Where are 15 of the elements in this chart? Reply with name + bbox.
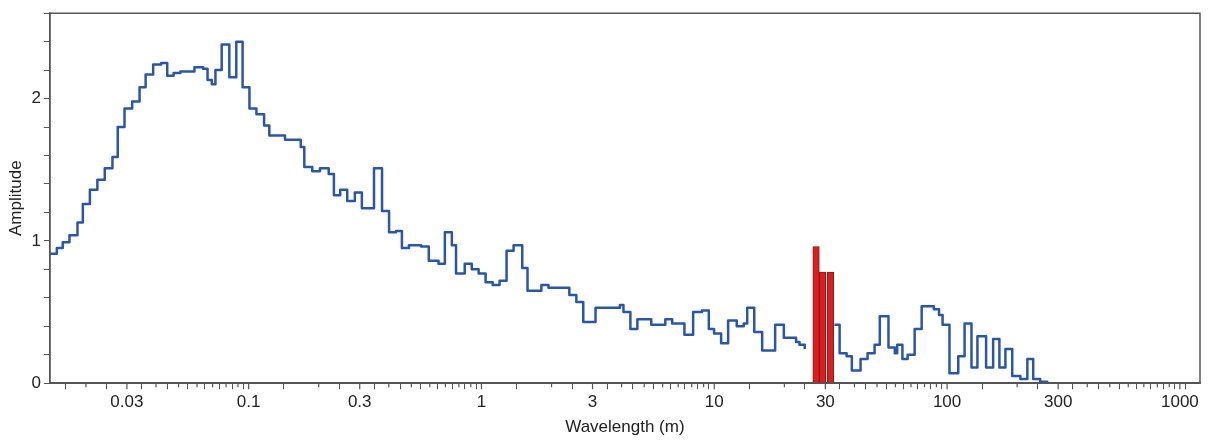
- y-axis-title: Amplitude: [5, 160, 25, 236]
- x-tick-label: 100: [932, 392, 962, 412]
- y-tick-label: 0: [31, 372, 41, 392]
- x-tick-label: 300: [1043, 392, 1073, 412]
- y-tick-label: 2: [31, 88, 41, 108]
- x-tick-label: 3: [587, 392, 598, 412]
- y-tick-label: 1: [31, 230, 41, 250]
- x-axis-title: Wavelength (m): [565, 417, 685, 437]
- x-tick-label: 0.3: [347, 392, 372, 412]
- x-tick-label: 1000: [1160, 392, 1199, 412]
- x-tick-label: 1: [476, 392, 487, 412]
- x-tick-label: 30: [815, 392, 835, 412]
- x-tick-label: 0.1: [236, 392, 261, 412]
- x-tick-label: 0.03: [110, 392, 144, 412]
- x-tick-label: 10: [704, 392, 724, 412]
